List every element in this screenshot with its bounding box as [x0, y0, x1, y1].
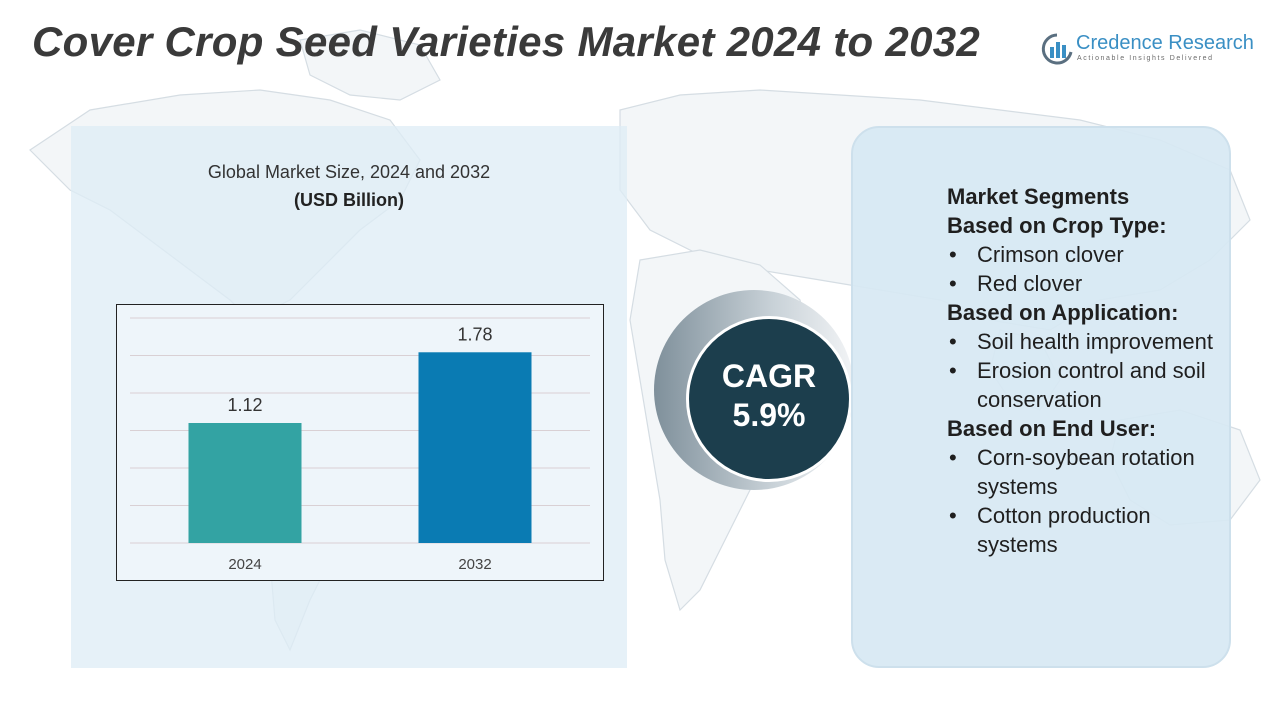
- x-tick-label: 2024: [228, 556, 261, 573]
- x-tick-label: 2032: [458, 556, 491, 573]
- logo-tagline: Actionable Insights Delivered: [1077, 55, 1214, 62]
- bar-2024: [188, 423, 302, 543]
- logo-name: Credence Research: [1076, 32, 1254, 54]
- segments-content: Market Segments Based on Crop Type: • Cri…: [947, 182, 1237, 559]
- segment-item-label: Crimson clover: [977, 242, 1124, 267]
- segments-panel: [851, 126, 1231, 668]
- segment-item: • Cotton production systems: [947, 501, 1237, 559]
- cagr-circle: [686, 316, 852, 482]
- segment-item: • Red clover: [947, 269, 1237, 298]
- cagr-label: CAGR: [721, 358, 817, 394]
- segment-item-label: Soil health improvement: [977, 329, 1214, 354]
- bar-chart: 1.12 2024 1.78 2032: [116, 304, 604, 581]
- bullet-icon: •: [949, 503, 957, 528]
- cagr-value: 5.9%: [732, 397, 806, 433]
- bullet-icon: •: [949, 329, 957, 354]
- bar-chart-c-logo-icon: [1041, 33, 1073, 65]
- chart-title: Global Market Size, 2024 and 2032: [207, 162, 491, 182]
- bullet-icon: •: [949, 242, 957, 267]
- segment-group-title: Based on Crop Type:: [947, 213, 1167, 238]
- segment-item: • Corn-soybean rotation systems: [947, 443, 1237, 501]
- bullet-icon: •: [949, 358, 957, 383]
- chart-unit: (USD Billion): [294, 190, 404, 210]
- segment-group-title: Based on End User:: [947, 416, 1157, 441]
- bullet-icon: •: [949, 271, 957, 296]
- segment-group-title: Based on Application:: [947, 300, 1179, 325]
- segment-item: • Soil health improvement: [947, 327, 1237, 356]
- segment-item-label: Corn-soybean rotation systems: [977, 445, 1195, 499]
- bar-2032: [418, 352, 532, 543]
- segment-item-label: Cotton production systems: [977, 503, 1151, 557]
- bullet-icon: •: [949, 445, 957, 470]
- data-label: 1.12: [227, 395, 262, 415]
- page-title: Cover Crop Seed Varieties Market 2024 to…: [32, 18, 981, 65]
- segment-item: • Erosion control and soil conservation: [947, 356, 1237, 414]
- company-logo: Credence Research Actionable Insights De…: [1040, 32, 1260, 66]
- segments-heading: Market Segments: [947, 184, 1130, 209]
- data-label: 1.78: [457, 324, 492, 344]
- segment-item: • Crimson clover: [947, 240, 1237, 269]
- segment-item-label: Red clover: [977, 271, 1083, 296]
- segment-item-label: Erosion control and soil conservation: [977, 358, 1206, 412]
